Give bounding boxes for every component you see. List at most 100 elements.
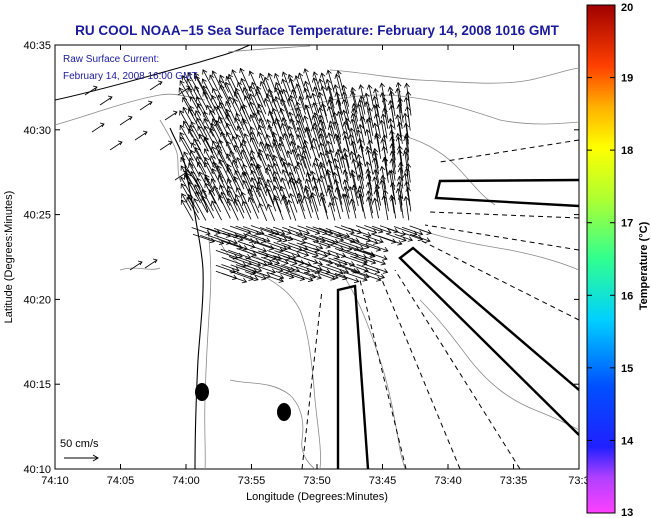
current-vector-head [282,132,289,139]
current-vector-head [180,156,186,163]
current-vector [399,176,404,199]
current-vector-head [229,150,235,156]
current-vector [304,140,312,159]
current-vector [326,264,349,273]
current-vector [234,145,245,167]
current-vector [209,128,223,152]
current-vector [320,152,328,175]
current-vector [313,102,320,122]
current-vector-head [259,141,265,147]
current-vector [250,225,275,234]
current-vector [358,174,365,197]
current-vector-head [348,185,354,192]
current-vector [389,87,394,108]
current-vector-head [357,174,363,180]
current-vector-head [405,186,412,192]
current-vector [328,106,336,130]
current-vector-head [374,268,381,274]
current-vector-head [216,165,222,171]
current-vector-head [201,188,207,195]
current-vector [295,75,305,100]
current-vector [342,193,350,219]
current-vector [342,85,350,107]
current-vector-head [358,95,365,101]
current-vector [280,108,289,129]
current-vector-head [264,183,270,189]
current-vector-head [346,245,353,252]
current-vector [274,232,293,241]
x-tick-label: 74:00 [172,475,200,487]
current-vector-head [303,139,309,146]
current-vector-head [402,172,409,178]
current-vector-head [369,251,375,257]
current-vector-head [248,70,254,76]
current-vector [348,227,371,237]
current-vector-head [172,110,178,116]
current-vector [351,91,358,114]
current-vector-head [351,107,357,114]
current-vector-head [258,229,265,236]
current-vector [257,250,282,260]
current-vector-head [327,259,333,265]
current-vector-head [257,176,264,182]
current-vector-head [372,176,378,182]
current-vector-head [405,90,412,97]
current-vector-head [213,185,219,192]
current-vector [179,110,192,131]
current-vector [237,82,247,99]
current-vector [221,272,247,283]
current-vector [365,242,389,252]
current-vector-head [312,162,318,168]
current-vector [216,145,229,168]
current-vector [320,265,343,274]
current-vector-head [357,99,364,105]
current-vector [326,171,335,197]
current-vector-head [357,138,363,144]
current-vector-head [226,189,233,196]
current-vector [266,119,275,138]
current-vector [260,256,280,264]
current-vector-head [373,88,379,94]
current-vector-head [263,97,270,104]
current-vector-head [240,105,246,111]
current-vector-head [357,185,364,191]
current-vector [179,87,192,109]
current-vector-head [334,73,340,80]
current-vector [202,91,216,115]
current-vector [258,177,268,197]
current-vector-head [201,195,207,201]
current-vector [273,138,283,161]
current-vector-head [196,161,202,167]
current-vector-head [374,134,380,140]
current-vector-head [311,114,318,121]
current-vector [227,164,237,183]
current-vector-head [191,142,197,148]
current-vector [320,164,329,190]
current-vector-head [202,69,208,75]
current-vector [357,164,365,189]
current-vector [334,248,359,257]
current-vector [334,121,342,144]
current-vector-head [247,196,254,203]
current-vector [288,98,298,122]
current-vector [306,172,314,191]
current-vector [327,70,335,93]
current-vector-head [233,198,240,204]
x-tick-label: 73:45 [369,475,397,487]
current-vector-head [226,167,232,173]
radar-beams [301,139,579,469]
current-vector [229,150,239,169]
current-vector [272,121,283,145]
current-vector-head [180,165,186,171]
current-vector-head [328,120,335,126]
current-vector [273,185,282,205]
current-vector [281,264,300,272]
y-tick-label: 40:35 [23,40,51,52]
current-vector-head [202,85,208,91]
current-vector [367,174,373,197]
current-vector-head [379,119,385,125]
current-vector-head [220,191,226,198]
current-vector [227,198,239,221]
current-vector [182,75,193,93]
current-vector-head [401,236,407,243]
